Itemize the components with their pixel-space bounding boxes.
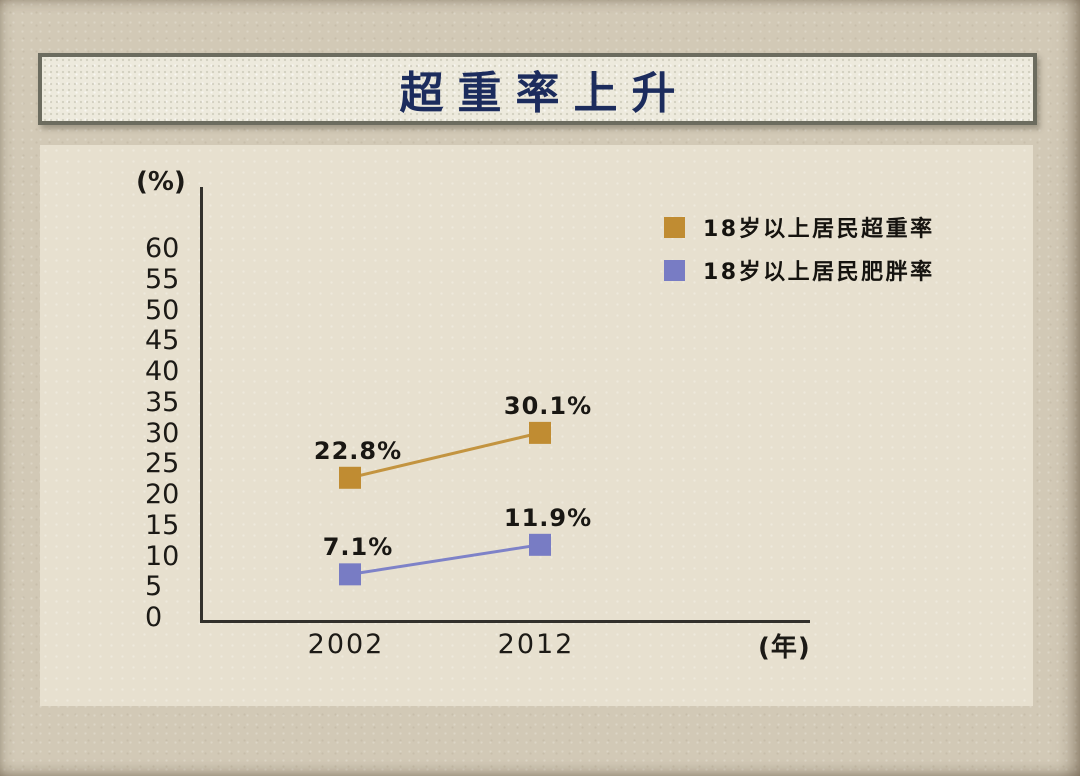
chart-panel: (%) (年) 18岁以上居民超重率 18岁以上居民肥胖率 0 5 10 15 20 25 3… [40, 145, 1033, 706]
y-tick-label: 20 [145, 479, 180, 510]
x-axis-line [200, 620, 810, 623]
data-point-label: 30.1% [503, 391, 593, 420]
y-tick-label: 15 [145, 509, 180, 541]
legend: 18岁以上居民超重率 18岁以上居民肥胖率 [664, 211, 935, 297]
y-tick-label: 10 [145, 540, 180, 572]
x-axis-unit-label: (年) [758, 633, 811, 663]
y-tick-label: 25 [145, 448, 180, 480]
series-line [349, 431, 541, 480]
title-banner: 超重率上升 [38, 53, 1037, 125]
legend-swatch [664, 216, 685, 238]
y-tick-label: 45 [145, 325, 180, 357]
y-tick-label: 0 [145, 602, 163, 633]
data-point-marker [339, 563, 361, 586]
page-title: 超重率上升 [399, 68, 690, 119]
y-tick-label: 40 [145, 356, 180, 387]
legend-label: 18岁以上居民肥胖率 [703, 260, 935, 285]
legend-item: 18岁以上居民肥胖率 [664, 254, 935, 286]
y-tick-label: 50 [145, 294, 180, 326]
y-tick-label: 5 [145, 571, 163, 603]
y-tick-label: 55 [145, 263, 180, 295]
y-axis-unit-label: (%) [136, 167, 186, 197]
x-tick-label: 2012 [497, 629, 575, 660]
data-point-label: 22.8% [313, 436, 403, 465]
legend-item: 18岁以上居民超重率 [664, 211, 935, 243]
y-tick-label: 30 [145, 417, 180, 449]
data-point-marker [339, 466, 361, 489]
x-tick-label: 2002 [307, 629, 385, 660]
y-tick-label: 35 [145, 386, 180, 418]
series-line [349, 543, 541, 576]
data-point-marker [529, 421, 551, 444]
data-point-marker [529, 533, 551, 556]
plot-area [339, 421, 551, 586]
y-tick-label: 60 [145, 233, 180, 264]
y-axis-line [200, 187, 203, 623]
data-point-label: 11.9% [503, 503, 593, 532]
legend-label: 18岁以上居民超重率 [703, 217, 935, 242]
legend-swatch [664, 259, 685, 281]
data-point-label: 7.1% [322, 533, 394, 562]
